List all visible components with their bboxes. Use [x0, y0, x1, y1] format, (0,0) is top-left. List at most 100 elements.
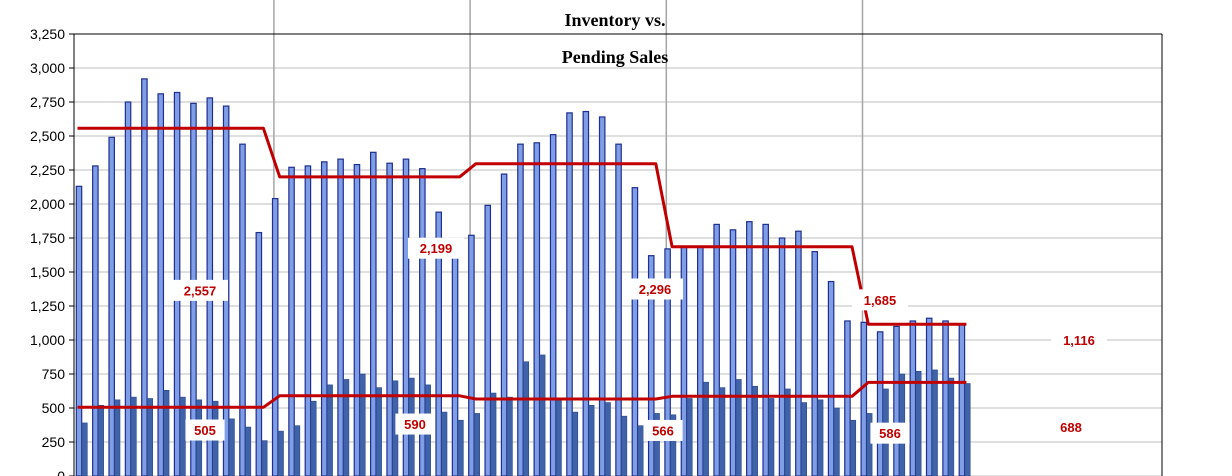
pending-bar — [228, 418, 235, 476]
pending-bar — [294, 425, 301, 476]
y-tick-label: 1,000 — [30, 332, 65, 348]
pending-bar — [245, 426, 252, 476]
inventory-bar — [353, 163, 361, 476]
inventory-bar — [386, 162, 393, 476]
average-label: 688 — [1060, 420, 1082, 435]
inventory-bar — [811, 251, 819, 476]
average-label-box — [408, 237, 464, 259]
y-tick-label: 2,750 — [30, 94, 65, 110]
inventory-bar — [402, 158, 410, 476]
pending-bar — [326, 384, 333, 476]
pending-average-line — [77, 380, 967, 409]
inventory-bar — [696, 245, 704, 476]
chart-title-line-2: Pending Sales — [562, 47, 669, 67]
average-label-box — [185, 419, 225, 441]
inventory-bar — [615, 143, 622, 476]
pending-bar — [604, 402, 611, 476]
inventory-bar — [746, 221, 753, 476]
y-tick-label: 2,500 — [30, 128, 65, 144]
inventory-bar — [958, 323, 966, 476]
inventory-bar — [124, 101, 132, 476]
pending-bar — [653, 413, 660, 476]
inventory-bar — [271, 197, 279, 476]
inventory-bar — [533, 142, 541, 476]
pending-bar — [735, 379, 742, 476]
inventory-bar — [304, 165, 312, 476]
pending-bar — [130, 396, 137, 476]
inventory-bar — [631, 187, 639, 476]
average-label: 1,116 — [1063, 333, 1095, 348]
pending-bar — [866, 413, 873, 476]
y-tick-label: 500 — [42, 400, 66, 416]
average-label-box — [1051, 329, 1107, 351]
pending-bar — [686, 398, 693, 476]
inventory-bar — [468, 234, 475, 476]
inventory-bar — [860, 321, 868, 476]
pending-bar — [948, 377, 955, 476]
inventory-bar — [598, 116, 606, 476]
pending-bar — [179, 396, 186, 476]
pending-bar — [964, 383, 971, 476]
pending-bar — [702, 381, 709, 476]
pending-bar — [555, 399, 562, 476]
pending-bar — [97, 404, 104, 476]
inventory-bar — [729, 229, 737, 476]
pending-bar — [81, 422, 88, 476]
chart-title: Inventory vs. Pending Sales — [562, 10, 669, 67]
inventory-bar — [844, 320, 851, 476]
pending-bar — [850, 419, 857, 476]
inventory-bar — [647, 255, 655, 476]
inventory-bar — [664, 248, 671, 476]
average-label: 2,296 — [639, 282, 672, 297]
average-labels: 2,557 2,199 2,296 1,685 1,116 505 590 566 586 688 — [172, 237, 1107, 444]
average-label: 2,199 — [420, 241, 453, 256]
y-tick-label: 0 — [57, 468, 65, 476]
pending-bar — [473, 413, 480, 476]
inventory-bar — [92, 165, 99, 476]
inventory-bar — [893, 325, 900, 476]
inventory-bar — [484, 204, 492, 476]
inventory-bar — [255, 231, 263, 476]
inventory-bar — [713, 223, 720, 476]
pending-bar — [768, 398, 775, 476]
pending-bar — [310, 400, 317, 476]
pending-bar — [931, 369, 938, 476]
y-tick-label: 250 — [42, 434, 66, 450]
inventory-bar — [108, 136, 116, 476]
average-label-box — [172, 279, 228, 301]
average-label-box — [852, 289, 908, 311]
inventory-bar — [157, 93, 165, 476]
inventory-bar — [582, 110, 590, 476]
pending-bar — [506, 396, 513, 476]
pending-bar — [359, 373, 366, 476]
pending-bar — [784, 388, 791, 476]
y-tick-label: 2,250 — [30, 162, 65, 178]
y-tick-label: 1,500 — [30, 264, 65, 280]
pending-bar — [719, 387, 726, 476]
y-tick-label: 1,250 — [30, 298, 65, 314]
inventory-bar — [549, 134, 557, 476]
inventory-bar — [239, 143, 246, 476]
pending-bar — [261, 440, 268, 476]
average-label-box — [627, 278, 683, 300]
inventory-bar — [876, 331, 884, 476]
y-tick-label: 1,750 — [30, 230, 65, 246]
pending-bar — [833, 407, 840, 476]
inventory-bar — [370, 151, 377, 476]
pending-bar — [490, 392, 497, 476]
bars — [75, 78, 971, 476]
y-tick-label: 3,250 — [30, 26, 65, 42]
pending-bar — [441, 411, 448, 476]
y-tick-label: 750 — [42, 366, 66, 382]
pending-bar — [523, 361, 530, 476]
inventory-bar — [75, 185, 83, 476]
inventory-bar — [795, 230, 802, 476]
average-label: 590 — [404, 417, 426, 432]
pending-bar — [915, 370, 922, 476]
pending-bar — [621, 415, 628, 476]
pending-bar — [539, 354, 546, 476]
inventory-bar — [762, 223, 770, 476]
inventory-bar — [909, 320, 917, 476]
inventory-bar — [500, 173, 508, 476]
